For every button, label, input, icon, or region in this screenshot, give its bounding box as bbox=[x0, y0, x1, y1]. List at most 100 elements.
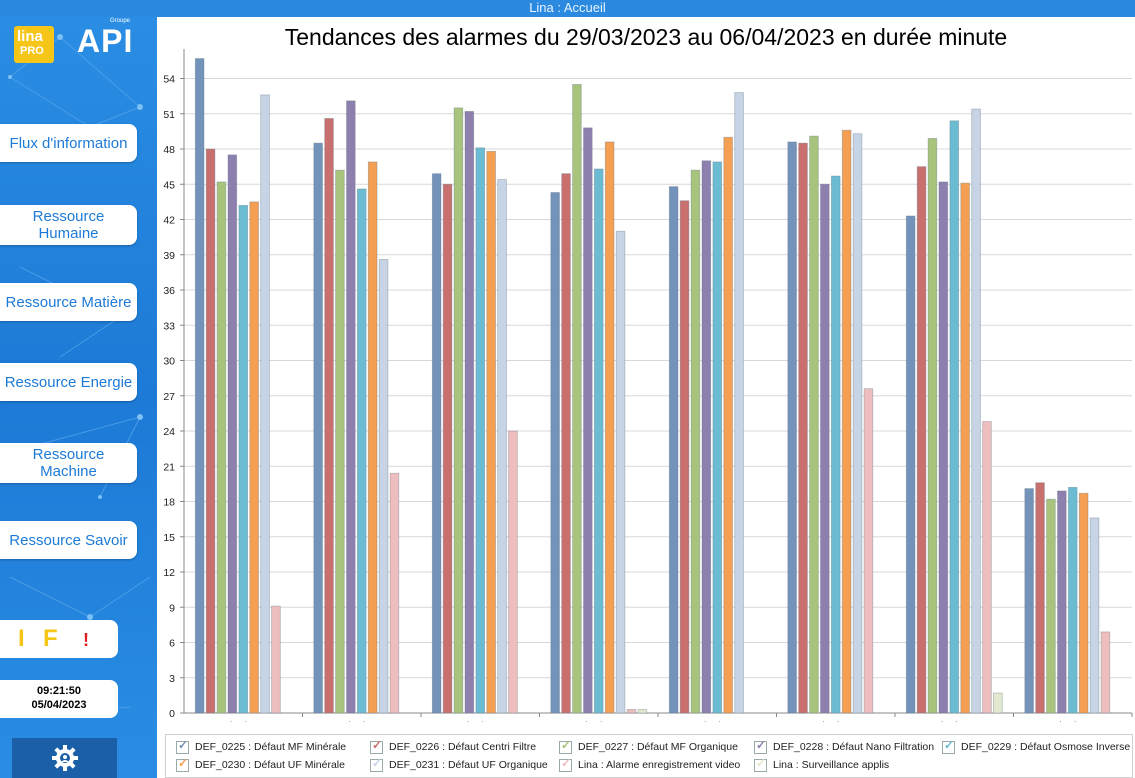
chart-bar bbox=[194, 58, 205, 714]
legend-checkbox[interactable]: ✓ bbox=[942, 737, 955, 754]
legend-item[interactable]: ✓ Lina : Surveillance applis bbox=[754, 756, 890, 772]
chart-bar bbox=[690, 169, 701, 714]
chart-bar bbox=[442, 183, 453, 714]
lina-pro-logo: lina PRO bbox=[14, 26, 54, 63]
y-tick-label: 33 bbox=[163, 320, 175, 332]
indicator-panel[interactable]: I F ! bbox=[0, 620, 118, 658]
chart-bar bbox=[1100, 631, 1111, 714]
legend-checkbox[interactable]: ✓ bbox=[754, 738, 767, 754]
chart-bar bbox=[389, 472, 400, 714]
y-tick-label: 6 bbox=[169, 638, 175, 650]
chart-bar bbox=[216, 181, 227, 714]
legend-checkbox[interactable]: ✓ bbox=[176, 738, 189, 754]
chart-bar bbox=[1078, 492, 1089, 714]
nav-flux-information-button[interactable]: Flux d'information bbox=[0, 124, 137, 162]
chart-bar bbox=[431, 173, 442, 714]
chart-bar bbox=[1046, 498, 1056, 714]
nav-ressource-matiere-button[interactable]: Ressource Matière bbox=[0, 283, 137, 321]
check-icon: ✓ bbox=[561, 755, 572, 770]
chart-bar bbox=[863, 388, 874, 714]
legend-label: DEF_0226 : Défaut Centri Filtre bbox=[389, 741, 537, 753]
y-tick-label: 36 bbox=[163, 285, 175, 297]
legend-label: DEF_0231 : Défaut UF Organique bbox=[389, 759, 548, 771]
chart-bar bbox=[615, 230, 626, 714]
chart-bar bbox=[238, 204, 249, 714]
y-tick-label: 15 bbox=[163, 532, 175, 544]
legend-checkbox[interactable]: ✓ bbox=[754, 756, 767, 772]
nav-ressource-energie-button[interactable]: Ressource Energie bbox=[0, 363, 137, 401]
indicator-i: I bbox=[18, 625, 25, 652]
y-tick-label: 21 bbox=[163, 461, 175, 473]
legend-item[interactable]: ✓ DEF_0227 : Défaut MF Organique bbox=[559, 737, 738, 754]
check-icon: ✓ bbox=[561, 737, 572, 752]
alarm-trend-chart: 036912151821242730333639424548515429/03/… bbox=[163, 49, 1133, 722]
legend-item[interactable]: ✓ DEF_0228 : Défaut Nano Filtration bbox=[754, 738, 935, 754]
legend-item[interactable]: ✓ Lina : Alarme enregistrement video bbox=[559, 755, 741, 772]
legend-item[interactable]: ✓ DEF_0225 : Défaut MF Minérale bbox=[176, 738, 347, 754]
chart-bar bbox=[938, 181, 949, 714]
chart-bar bbox=[637, 709, 648, 714]
api-logo-caption: Groupe bbox=[110, 18, 131, 24]
nav-label: Ressource Energie bbox=[4, 373, 133, 391]
legend-label: Lina : Surveillance applis bbox=[773, 759, 890, 771]
chart-bar bbox=[249, 201, 259, 714]
chart-bar bbox=[205, 148, 216, 714]
legend-label: Lina : Alarme enregistrement video bbox=[578, 759, 741, 771]
chart-bar bbox=[227, 154, 238, 714]
chart-bar bbox=[508, 430, 518, 714]
nav-label: Ressource Humaine bbox=[32, 208, 105, 242]
legend-checkbox[interactable]: ✓ bbox=[370, 738, 383, 754]
y-tick-label: 54 bbox=[163, 74, 175, 86]
chart-bar bbox=[356, 188, 367, 714]
chart-bar bbox=[916, 166, 927, 714]
legend-checkbox[interactable]: ✓ bbox=[176, 756, 189, 772]
settings-button[interactable] bbox=[12, 738, 117, 778]
chart-bar bbox=[561, 173, 571, 714]
y-tick-label: 39 bbox=[163, 250, 175, 262]
chart-bar bbox=[593, 168, 604, 714]
nav-ressource-machine-button[interactable]: Ressource Machine bbox=[0, 443, 137, 483]
chart-bar bbox=[486, 150, 496, 714]
legend-label: DEF_0230 : Défaut UF Minérale bbox=[195, 759, 345, 771]
check-icon: ✓ bbox=[372, 755, 383, 770]
chart-bar bbox=[453, 107, 464, 714]
nav-ressource-savoir-button[interactable]: Ressource Savoir bbox=[0, 521, 137, 559]
chart-bar bbox=[927, 138, 938, 714]
legend-item[interactable]: ✓ DEF_0230 : Défaut UF Minérale bbox=[176, 756, 345, 772]
chart-bar bbox=[809, 135, 819, 714]
clock-time: 09:21:50 bbox=[36, 685, 82, 697]
legend-checkbox[interactable]: ✓ bbox=[559, 737, 572, 754]
chart-bar bbox=[905, 215, 916, 714]
legend-item[interactable]: ✓ DEF_0231 : Défaut UF Organique bbox=[370, 755, 548, 772]
y-tick-label: 51 bbox=[163, 109, 175, 121]
window-title: Lina : Accueil bbox=[0, 0, 1135, 17]
chart-bar bbox=[335, 169, 345, 714]
legend-item[interactable]: ✓ DEF_0229 : Défaut Osmose Inverse bbox=[942, 737, 1130, 754]
chart-bar bbox=[464, 111, 475, 714]
chart-bar bbox=[324, 118, 334, 714]
nav-ressource-humaine-button[interactable]: Ressource Humaine bbox=[0, 205, 137, 245]
clock-panel: 09:21:50 05/04/2023 bbox=[0, 680, 118, 718]
y-tick-label: 18 bbox=[163, 497, 175, 509]
y-tick-label: 45 bbox=[163, 179, 175, 191]
legend-checkbox[interactable]: ✓ bbox=[370, 755, 383, 772]
legend-label: DEF_0225 : Défaut MF Minérale bbox=[195, 741, 347, 753]
chart-bar bbox=[787, 141, 797, 714]
chart-bar bbox=[841, 129, 852, 714]
legend-label: DEF_0228 : Défaut Nano Filtration bbox=[773, 741, 935, 753]
legend-item[interactable]: ✓ DEF_0226 : Défaut Centri Filtre bbox=[370, 738, 537, 754]
chart-bar bbox=[346, 100, 356, 714]
x-tick-label: 03/04/2023 bbox=[809, 720, 862, 722]
chart-bar bbox=[949, 120, 960, 714]
chart-bar bbox=[971, 108, 981, 714]
chart-bar bbox=[712, 161, 723, 714]
check-icon: ✓ bbox=[944, 737, 955, 752]
legend-checkbox[interactable]: ✓ bbox=[559, 755, 572, 772]
y-tick-label: 9 bbox=[169, 602, 175, 614]
api-logo: API bbox=[77, 23, 134, 59]
chart-bar bbox=[271, 605, 281, 714]
y-tick-label: 48 bbox=[163, 144, 175, 156]
x-tick-label: 01/04/2023 bbox=[572, 720, 625, 722]
chart-bar bbox=[1089, 517, 1100, 714]
chart-bar bbox=[831, 175, 841, 714]
